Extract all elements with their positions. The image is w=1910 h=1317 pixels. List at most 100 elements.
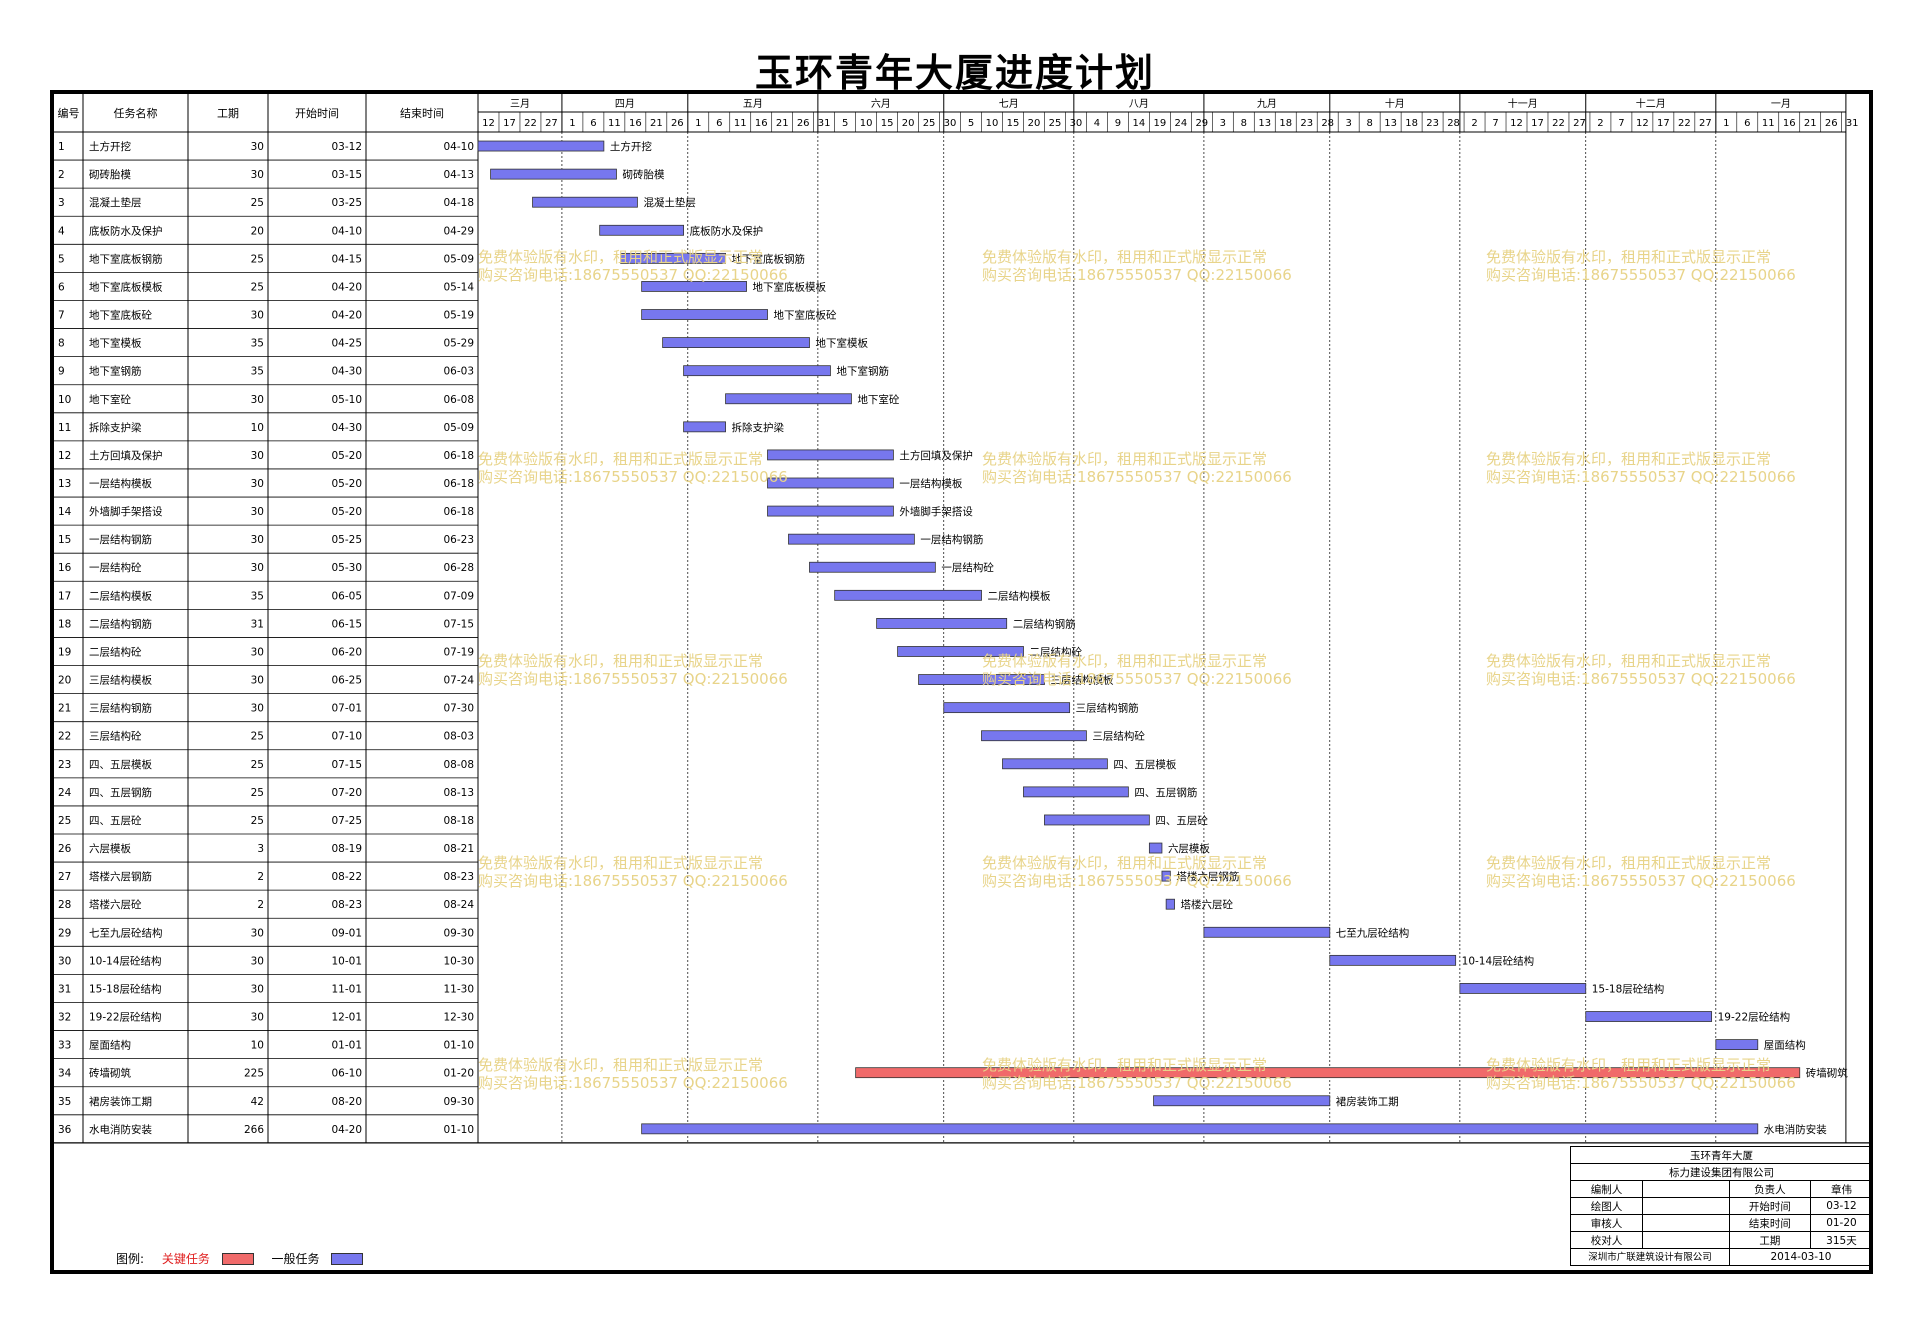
task-end: 08-13: [443, 787, 474, 799]
day-tick-label: 22: [1552, 118, 1565, 129]
day-tick-label: 24: [1174, 118, 1187, 129]
task-bar: [1044, 814, 1150, 826]
task-end: 06-28: [443, 562, 474, 574]
day-tick-label: 7: [1618, 118, 1624, 129]
task-duration: 30: [251, 534, 264, 546]
watermark-line1: 免费体验版有水印，租用和正式版显示正常: [982, 450, 1267, 468]
task-bar-label: 四、五层砼: [1155, 814, 1208, 827]
task-name: 土方开挖: [89, 140, 131, 153]
day-tick-label: 26: [671, 118, 684, 129]
day-tick-label: 17: [503, 118, 516, 129]
month-label: 十月: [1385, 97, 1405, 110]
day-tick-label: 6: [716, 118, 722, 129]
task-end: 08-23: [443, 871, 474, 883]
task-start: 05-20: [331, 478, 362, 490]
day-tick-label: 25: [923, 118, 936, 129]
task-bar-label: 屋面结构: [1764, 1039, 1806, 1052]
watermark-line2: 购买咨询电话:18675550537 QQ:22150066: [982, 670, 1292, 688]
issue-date: 2014-03-10: [1728, 1248, 1874, 1266]
day-tick-label: 13: [1384, 118, 1397, 129]
task-bar: [855, 1067, 1801, 1079]
task-id: 1: [58, 141, 65, 153]
watermark-line1: 免费体验版有水印，租用和正式版显示正常: [478, 1056, 763, 1074]
day-tick-label: 16: [629, 118, 642, 129]
month-label: 四月: [615, 98, 635, 110]
task-duration: 30: [251, 478, 264, 490]
task-end: 06-18: [443, 450, 474, 462]
task-duration: 30: [251, 169, 264, 181]
task-end: 10-30: [443, 955, 474, 967]
task-id: 2: [58, 169, 65, 181]
title-block-project: 玉环青年大厦: [1570, 1146, 1873, 1164]
task-duration: 266: [244, 1124, 264, 1136]
day-tick-label: 27: [1699, 118, 1712, 129]
task-duration: 225: [244, 1068, 264, 1080]
task-start: 05-10: [331, 394, 362, 406]
task-bar-label: 15-18层砼结构: [1592, 982, 1665, 995]
day-tick-label: 15: [881, 118, 894, 129]
day-tick-label: 22: [524, 118, 537, 129]
task-id: 34: [58, 1068, 72, 1080]
designer-company: 深圳市广联建筑设计有限公司: [1570, 1248, 1730, 1266]
task-name: 三层结构钢筋: [89, 702, 152, 715]
day-tick-label: 17: [1531, 118, 1544, 129]
task-start: 01-01: [331, 1040, 362, 1052]
task-bar: [981, 730, 1087, 742]
watermark-line1: 免费体验版有水印，租用和正式版显示正常: [1486, 248, 1771, 266]
task-id: 29: [58, 927, 71, 939]
task-bar: [620, 252, 726, 264]
task-end: 06-18: [443, 506, 474, 518]
month-label: 一月: [1771, 98, 1791, 110]
task-end: 01-10: [443, 1124, 474, 1136]
watermark-line2: 购买咨询电话:18675550537 QQ:22150066: [1486, 266, 1796, 284]
task-name: 一层结构模板: [89, 477, 152, 490]
task-name: 混凝土垫层: [89, 196, 142, 209]
reviewer-label: 审核人: [1570, 1214, 1643, 1232]
task-name: 水电消防安装: [89, 1123, 152, 1136]
drafter-value: [1641, 1197, 1730, 1215]
task-bar-label: 三层结构模板: [1050, 674, 1113, 687]
task-duration: 3: [257, 843, 264, 855]
watermark-line1: 免费体验版有水印，租用和正式版显示正常: [478, 854, 763, 872]
task-bar-label: 砌砖胎模: [622, 168, 664, 181]
task-name: 底板防水及保护: [89, 224, 163, 237]
task-start: 10-01: [331, 955, 362, 967]
task-start: 05-30: [331, 562, 362, 574]
title-block: 玉环青年大厦 标力建设集团有限公司 编制人 负责人 章伟 绘图人 开始时间 03…: [1570, 1146, 1874, 1266]
task-bar: [641, 281, 747, 292]
watermark-line1: 免费体验版有水印，租用和正式版显示正常: [982, 854, 1267, 872]
task-duration: 25: [251, 759, 264, 771]
task-bar-label: 土方开挖: [610, 140, 652, 153]
legend-critical-swatch: [221, 1252, 254, 1265]
day-tick-label: 12: [1510, 118, 1523, 129]
day-tick-label: 3: [1220, 118, 1226, 129]
task-start: 04-30: [331, 422, 362, 434]
task-bar: [809, 561, 936, 573]
task-end: 05-09: [443, 422, 474, 434]
day-tick-label: 5: [842, 118, 848, 129]
task-bar: [641, 1123, 1759, 1135]
task-end: 08-18: [443, 815, 474, 827]
day-tick-label: 26: [1825, 118, 1838, 129]
task-bar: [641, 309, 768, 320]
task-bar: [1329, 954, 1457, 966]
task-bar: [1002, 758, 1108, 770]
task-duration: 30: [251, 1012, 264, 1024]
task-name: 土方回填及保护: [89, 449, 163, 462]
task-name: 二层结构砼: [89, 645, 142, 658]
task-bar-label: 地下室砼: [857, 393, 899, 406]
task-name: 地下室底板钢筋: [89, 252, 163, 265]
task-bar-label: 底板防水及保护: [690, 224, 764, 237]
task-id: 10: [58, 394, 71, 406]
watermark-line1: 免费体验版有水印，租用和正式版显示正常: [1486, 450, 1771, 468]
task-end: 05-09: [443, 253, 474, 265]
task-bar-label: 四、五层钢筋: [1134, 786, 1197, 799]
task-name: 拆除支护梁: [89, 421, 142, 434]
watermark-line2: 购买咨询电话:18675550537 QQ:22150066: [982, 872, 1292, 890]
day-tick-label: 19: [1153, 118, 1166, 129]
task-bar: [1153, 1095, 1331, 1107]
leader-value: 章伟: [1809, 1180, 1874, 1198]
task-id: 4: [58, 225, 65, 237]
task-start: 08-22: [331, 871, 362, 883]
task-bar: [897, 646, 1024, 657]
